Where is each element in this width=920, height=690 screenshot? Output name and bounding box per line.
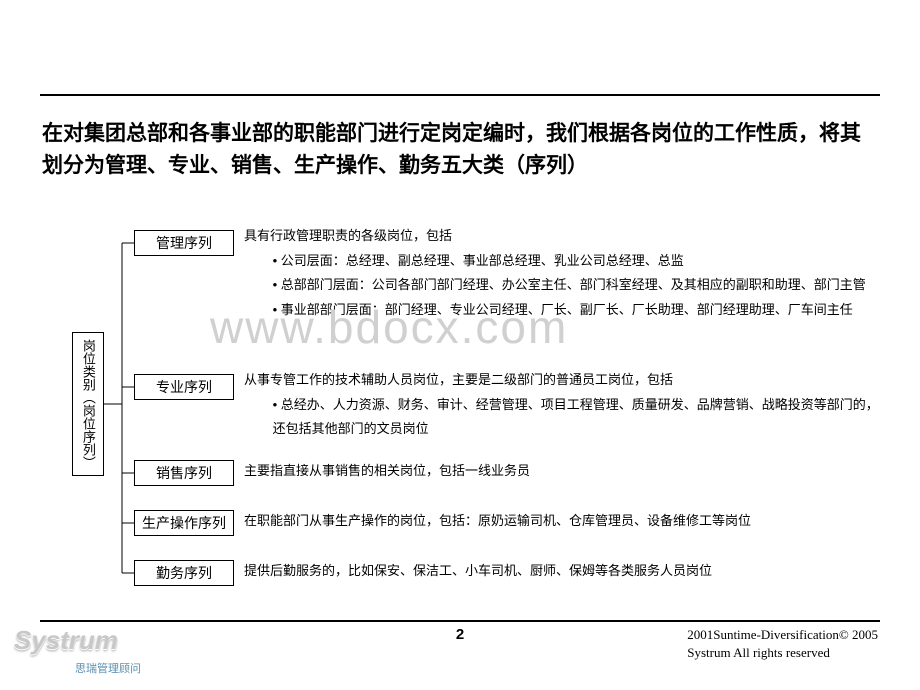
- desc-bullet: • 事业部部门层面：部门经理、专业公司经理、厂长、副厂长、厂长助理、部门经理助理…: [244, 298, 884, 323]
- slide-title: 在对集团总部和各事业部的职能部门进行定岗定编时，我们根据各岗位的工作性质，将其划…: [42, 118, 878, 181]
- category-box: 管理序列: [134, 230, 234, 256]
- category-box: 生产操作序列: [134, 510, 234, 536]
- desc-intro: 在职能部门从事生产操作的岗位，包括：原奶运输司机、仓库管理员、设备维修工等岗位: [244, 509, 884, 534]
- category-description: 主要指直接从事销售的相关岗位，包括一线业务员: [244, 459, 884, 484]
- desc-bullet: • 总经办、人力资源、财务、审计、经营管理、项目工程管理、质量研发、品牌营销、战…: [244, 393, 884, 442]
- category-box: 专业序列: [134, 374, 234, 400]
- root-category-label: 岗位类别（岗位序列）: [81, 339, 95, 469]
- category-description: 具有行政管理职责的各级岗位，包括• 公司层面：总经理、副总经理、事业部总经理、乳…: [244, 224, 884, 323]
- footer-line1: 2001Suntime-Diversification© 2005: [687, 626, 878, 644]
- desc-intro: 主要指直接从事销售的相关岗位，包括一线业务员: [244, 459, 884, 484]
- footer-copyright: 2001Suntime-Diversification© 2005 Systru…: [687, 626, 878, 661]
- desc-intro: 提供后勤服务的，比如保安、保洁工、小车司机、厨师、保姆等各类服务人员岗位: [244, 559, 884, 584]
- category-description: 在职能部门从事生产操作的岗位，包括：原奶运输司机、仓库管理员、设备维修工等岗位: [244, 509, 884, 534]
- footer-rule: [40, 620, 880, 622]
- logo: Systrum: [14, 625, 118, 656]
- connector-lines: [0, 0, 920, 690]
- category-description: 从事专管工作的技术辅助人员岗位，主要是二级部门的普通员工岗位，包括• 总经办、人…: [244, 368, 884, 442]
- footer-line2: Systrum All rights reserved: [687, 644, 878, 662]
- desc-intro: 从事专管工作的技术辅助人员岗位，主要是二级部门的普通员工岗位，包括: [244, 368, 884, 393]
- category-description: 提供后勤服务的，比如保安、保洁工、小车司机、厨师、保姆等各类服务人员岗位: [244, 559, 884, 584]
- desc-bullet: • 总部部门层面：公司各部门部门经理、办公室主任、部门科室经理、及其相应的副职和…: [244, 273, 884, 298]
- desc-bullet: • 公司层面：总经理、副总经理、事业部总经理、乳业公司总经理、总监: [244, 249, 884, 274]
- desc-intro: 具有行政管理职责的各级岗位，包括: [244, 224, 884, 249]
- logo-subtitle: 思瑞管理顾问: [75, 660, 141, 676]
- header-rule: [40, 94, 880, 96]
- category-box: 勤务序列: [134, 560, 234, 586]
- root-category-box: 岗位类别（岗位序列）: [72, 332, 104, 476]
- category-box: 销售序列: [134, 460, 234, 486]
